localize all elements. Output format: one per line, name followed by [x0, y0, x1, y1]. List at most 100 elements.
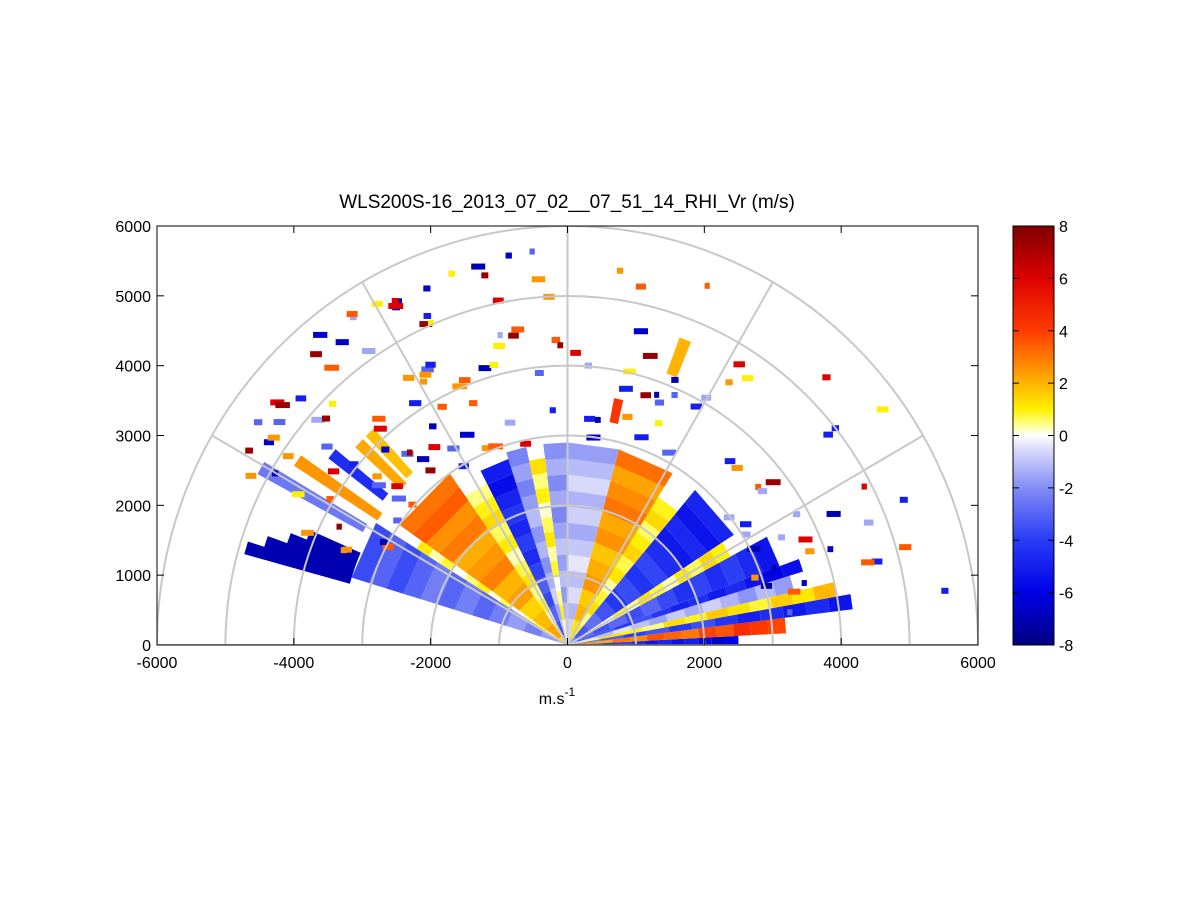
sector-bin: [530, 525, 546, 544]
sector-bin: [671, 579, 696, 604]
echo-cell: [321, 443, 333, 450]
echo-cell: [437, 403, 447, 410]
echo-cell: [771, 565, 777, 572]
echo-cell: [478, 365, 492, 372]
colorbar-tick-label: 2: [1059, 376, 1068, 393]
echo-cell: [428, 444, 441, 451]
sector-bin: [769, 592, 794, 609]
echo-cell: [372, 415, 386, 422]
echo-cell: [328, 400, 337, 407]
echo-cell: [876, 406, 889, 413]
echo-cell: [419, 371, 432, 378]
sector-bin: [629, 531, 652, 554]
sector-bin: [567, 602, 579, 620]
velocity-sectors: [351, 442, 853, 645]
echo-cell: [594, 416, 601, 423]
sector-bin: [665, 608, 686, 622]
echo-cell: [634, 434, 649, 441]
echo-cell: [751, 574, 759, 581]
far-segment: [244, 541, 353, 584]
colorbar-tick-label: -8: [1059, 638, 1073, 655]
echo-cell: [273, 419, 286, 426]
sector-bin: [634, 551, 669, 587]
echo-cell: [505, 252, 512, 259]
sector-bin: [701, 597, 722, 613]
x-tick-label: -2000: [410, 655, 451, 672]
y-tick-label: 6000: [115, 219, 151, 236]
sector-bin: [735, 545, 763, 579]
sector-bin: [645, 626, 670, 636]
sector-bin: [643, 508, 669, 533]
sector-bin: [454, 581, 483, 616]
echo-cell: [724, 458, 736, 465]
sector-bin: [612, 637, 630, 643]
sector-bin: [705, 607, 729, 620]
sector-bin: [544, 531, 556, 548]
echo-cell: [395, 298, 403, 305]
sector-bin: [644, 538, 682, 579]
echo-cell: [481, 272, 489, 279]
sector-bin: [727, 602, 751, 616]
sector-bin: [601, 578, 618, 596]
sector-bin: [714, 614, 739, 627]
sector-bin: [663, 617, 686, 628]
sector-bin: [604, 587, 629, 614]
colorbar-tick-label: 4: [1059, 324, 1068, 341]
echo-cell: [549, 407, 556, 414]
echo-cell: [765, 479, 781, 486]
sector-bin: [567, 522, 599, 543]
echo-cell: [425, 361, 436, 368]
y-tick-label: 0: [142, 638, 151, 655]
echo-cell: [899, 544, 912, 551]
echo-cell: [275, 402, 290, 409]
echo-cell: [741, 375, 754, 382]
far-segment: [666, 337, 692, 378]
echo-cell: [301, 529, 314, 536]
echo-cell: [570, 349, 581, 356]
sector-bin: [368, 532, 407, 589]
echo-cell: [245, 447, 254, 454]
sector-bin: [494, 488, 523, 513]
echo-cell: [801, 580, 807, 587]
x-tick-label: 2000: [687, 655, 723, 672]
polar-grid: [157, 226, 978, 645]
sector-bin: [629, 635, 648, 642]
echo-cell: [863, 519, 874, 526]
x-tick-label: -6000: [137, 655, 178, 672]
echo-cell: [755, 483, 762, 490]
y-tick-label: 3000: [115, 429, 151, 446]
x-tick-label: 0: [563, 655, 572, 672]
sector-bin: [743, 572, 766, 590]
sector-bin: [646, 632, 665, 641]
echo-cell: [861, 559, 875, 566]
echo-cell: [731, 464, 743, 471]
echo-cell: [623, 368, 636, 375]
echo-cell: [327, 468, 340, 475]
sector-bin: [452, 527, 497, 573]
sector-bin: [559, 605, 565, 621]
colorbar-tick-label: 0: [1059, 429, 1068, 446]
sector-bin: [614, 620, 634, 631]
echo-cell: [635, 283, 646, 290]
far-segment: [355, 439, 407, 490]
sector-bin: [674, 502, 721, 553]
azimuth-spoke: [361, 281, 569, 645]
sector-bin: [535, 487, 551, 505]
sector-bin: [385, 542, 422, 594]
echo-cell: [861, 483, 867, 490]
echo-cell: [295, 395, 307, 402]
sector-bin: [556, 554, 568, 572]
sector-bin: [549, 490, 568, 508]
sector-bin: [562, 619, 567, 635]
sector-bin: [515, 478, 537, 499]
sector-bin: [479, 554, 516, 592]
sector-bin: [567, 554, 591, 574]
sector-bin: [545, 622, 562, 639]
far-segment: [306, 530, 361, 561]
echo-cell: [760, 582, 773, 589]
echo-cell: [493, 342, 505, 349]
sector-bin: [736, 586, 759, 605]
echo-cell: [778, 534, 786, 541]
y-tick-label: 2000: [115, 498, 151, 515]
echo-cell: [822, 374, 831, 381]
